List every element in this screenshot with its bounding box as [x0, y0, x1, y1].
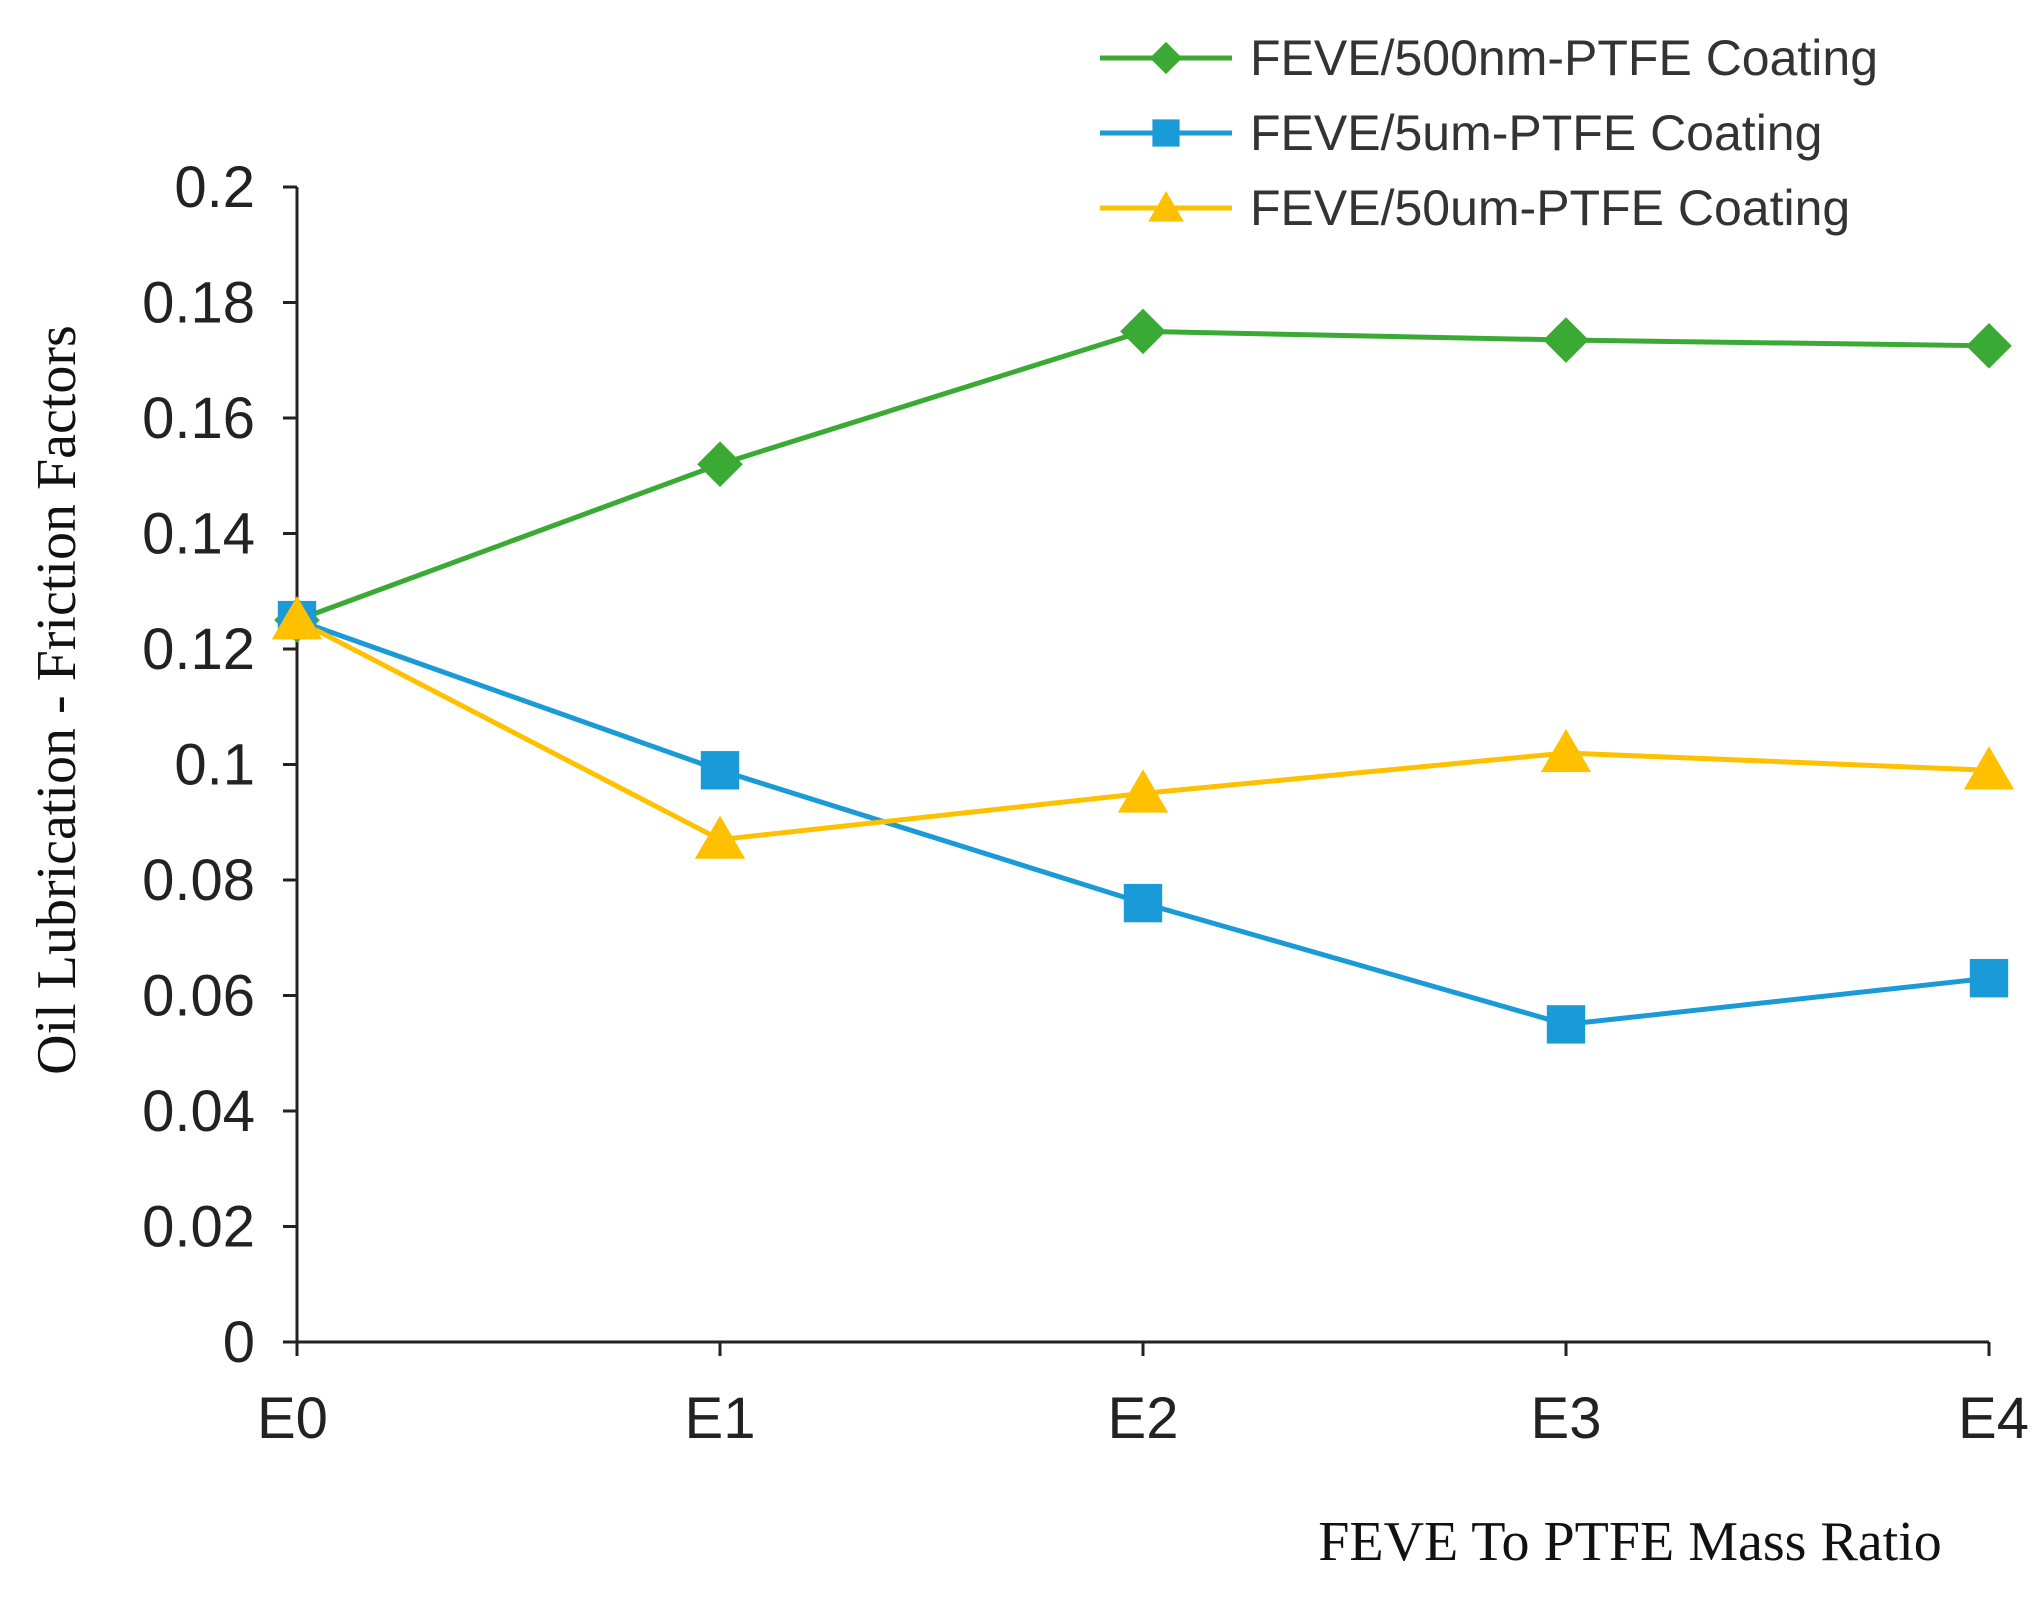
data-point-triangle: [694, 815, 746, 859]
legend-label: FEVE/50um-PTFE Coating: [1250, 180, 1850, 236]
legend: FEVE/500nm-PTFE Coating FEVE/5um-PTFE Coa…: [1100, 30, 1878, 236]
data-point-square: [700, 751, 740, 790]
y-tick-label: 0.04: [142, 1079, 255, 1144]
series-layer: [271, 308, 2015, 1044]
data-point-triangle: [271, 596, 323, 640]
legend-marker-diamond: [1149, 41, 1183, 75]
y-tick-label: 0.02: [142, 1195, 255, 1260]
x-tick-label: E4: [1958, 1386, 2029, 1451]
legend-marker-triangle: [1148, 191, 1184, 222]
x-axis-title: FEVE To PTFE Mass Ratio: [1318, 1511, 1942, 1573]
series-line-square: [296, 617, 1990, 1027]
y-tick-label: 0.1: [174, 733, 255, 798]
data-point-square: [1123, 883, 1163, 923]
data-point-diamond: [1120, 308, 1166, 355]
y-tick-label: 0.14: [142, 502, 255, 567]
data-point-diamond: [1543, 317, 1589, 363]
x-tick-label: E0: [257, 1386, 328, 1451]
y-axis-ticks: 0 0.02 0.04 0.06 0.08 0.1 0.12 0.14 0.16 0.18 0.2: [142, 155, 297, 1375]
data-point-diamond: [1966, 323, 2012, 369]
x-tick-label: E2: [1108, 1386, 1179, 1451]
axes: [295, 187, 1989, 1344]
y-tick-label: 0.08: [142, 848, 255, 913]
y-tick-label: 0.12: [142, 617, 255, 682]
x-tick-label: E1: [685, 1386, 756, 1451]
data-point-triangle: [1963, 746, 2015, 790]
y-tick-label: 0.06: [142, 964, 255, 1029]
data-point-triangle: [1117, 769, 1169, 813]
y-tick-label: 0.18: [142, 271, 255, 336]
data-point-diamond: [697, 441, 743, 487]
x-axis-ticks: E0 E1 E2 E3 E4: [257, 1342, 2029, 1451]
y-tick-label: 0: [223, 1310, 255, 1375]
legend-label: FEVE/500nm-PTFE Coating: [1250, 30, 1878, 86]
data-point-square: [1546, 1005, 1586, 1044]
data-point-square: [1969, 958, 2009, 998]
y-tick-label: 0.2: [174, 155, 255, 220]
x-tick-label: E3: [1531, 1386, 1602, 1451]
y-tick-label: 0.16: [142, 386, 255, 451]
legend-label: FEVE/5um-PTFE Coating: [1250, 105, 1822, 161]
y-axis-title: Oil Lubrication - Friction Factors: [26, 325, 88, 1075]
legend-marker-square: [1152, 119, 1180, 147]
data-point-triangle: [1540, 728, 1592, 773]
series-line-diamond: [296, 328, 1990, 623]
